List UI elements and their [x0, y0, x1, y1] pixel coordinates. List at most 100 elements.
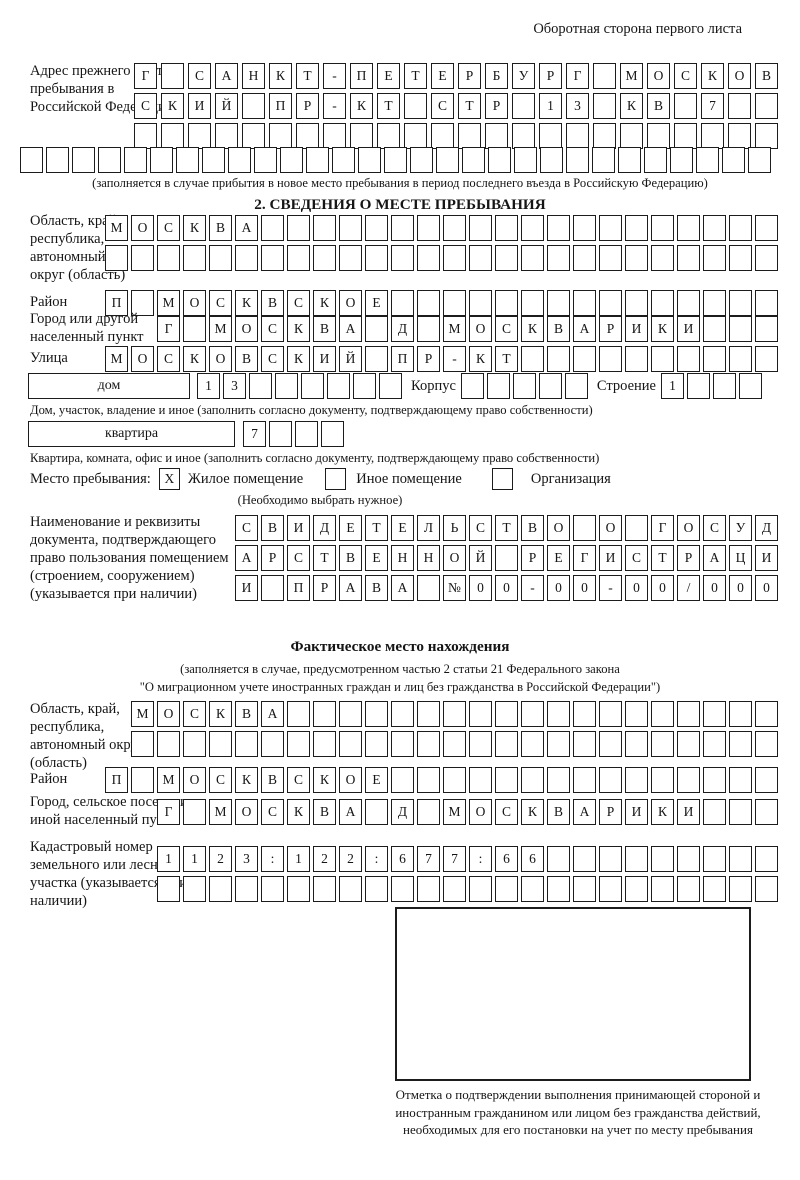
char-cell: [183, 876, 206, 902]
stay-option-other-label: Иное помещение: [356, 471, 462, 487]
char-cell: О: [677, 515, 700, 541]
char-cell: [593, 123, 616, 149]
char-cell: Т: [495, 346, 518, 372]
char-cell: [365, 701, 388, 727]
char-cell: [573, 515, 596, 541]
char-cell: [242, 123, 265, 149]
char-cell: [384, 147, 407, 173]
char-cell: [625, 701, 648, 727]
char-cell: [287, 876, 310, 902]
char-cell: [755, 290, 778, 316]
char-cell: [269, 123, 292, 149]
char-cell: Р: [417, 346, 440, 372]
char-cell: П: [105, 290, 128, 316]
char-cell: [712, 373, 736, 399]
char-cell: К: [287, 799, 310, 825]
actual-city-label: Город, сельское поселение, иной населенн…: [30, 794, 198, 828]
char-cell: [417, 701, 440, 727]
char-cell: -: [323, 93, 346, 119]
char-cell: 1: [183, 846, 206, 872]
char-cell: [703, 767, 726, 793]
char-cell: Т: [651, 545, 674, 571]
char-cell: [161, 63, 184, 89]
char-cell: [183, 799, 206, 825]
char-cell: [209, 876, 232, 902]
char-cell: Т: [495, 515, 518, 541]
char-cell: [215, 123, 238, 149]
char-cell: [512, 373, 536, 399]
char-cell: М: [209, 799, 232, 825]
char-cell: [755, 767, 778, 793]
char-cell: 6: [391, 846, 414, 872]
char-cell: [728, 93, 751, 119]
char-cell: [404, 93, 427, 119]
char-cell: [209, 245, 232, 271]
char-cell: 3: [566, 93, 589, 119]
char-cell: [651, 701, 674, 727]
char-cell: [235, 876, 258, 902]
char-cell: 0: [547, 575, 570, 601]
char-cell: [495, 767, 518, 793]
char-cell: О: [547, 515, 570, 541]
char-cell: [98, 147, 121, 173]
char-cell: [703, 245, 726, 271]
char-cell: -: [443, 346, 466, 372]
char-cell: [703, 846, 726, 872]
char-cell: [651, 767, 674, 793]
char-cell: [495, 290, 518, 316]
apartment-box: квартира: [28, 421, 235, 447]
char-cell: С: [287, 767, 310, 793]
char-cell: [313, 876, 336, 902]
char-cell: [495, 545, 518, 571]
char-cell: [599, 215, 622, 241]
char-cell: [625, 215, 648, 241]
char-cell: [547, 245, 570, 271]
char-cell: [651, 290, 674, 316]
char-cell: [488, 147, 511, 173]
char-cell: [254, 147, 277, 173]
char-cell: [573, 346, 596, 372]
char-cell: М: [105, 215, 128, 241]
char-cell: [417, 316, 440, 342]
char-cell: [618, 147, 641, 173]
char-cell: [677, 701, 700, 727]
char-cell: Е: [365, 545, 388, 571]
char-cell: М: [620, 63, 643, 89]
char-cell: [573, 767, 596, 793]
char-cell: С: [287, 290, 310, 316]
actual-location-title: Фактическое место нахождения: [290, 638, 510, 655]
char-cell: Т: [365, 515, 388, 541]
char-cell: [755, 346, 778, 372]
char-cell: [599, 346, 622, 372]
char-cell: У: [512, 63, 535, 89]
apartment-row: квартира 7: [28, 421, 344, 447]
char-cell: [625, 767, 648, 793]
house-box: дом: [28, 373, 190, 399]
char-cell: О: [235, 799, 258, 825]
char-cell: И: [188, 93, 211, 119]
char-cell: 7: [701, 93, 724, 119]
char-cell: [540, 147, 563, 173]
char-cell: [391, 215, 414, 241]
char-cell: Е: [365, 290, 388, 316]
char-cell: [703, 346, 726, 372]
char-cell: [599, 701, 622, 727]
char-cell: К: [651, 316, 674, 342]
char-cell: Г: [573, 545, 596, 571]
char-cell: [486, 373, 510, 399]
char-cell: [46, 147, 69, 173]
prev-address-row-3: [134, 123, 778, 149]
char-cell: [599, 731, 622, 757]
char-cell: Р: [313, 575, 336, 601]
confirmation-stamp-note: Отметка о подтверждении выполнения прини…: [395, 1087, 761, 1137]
char-cell: [443, 290, 466, 316]
char-cell: [124, 147, 147, 173]
char-cell: [677, 876, 700, 902]
char-cell: [573, 846, 596, 872]
char-cell: Д: [755, 515, 778, 541]
